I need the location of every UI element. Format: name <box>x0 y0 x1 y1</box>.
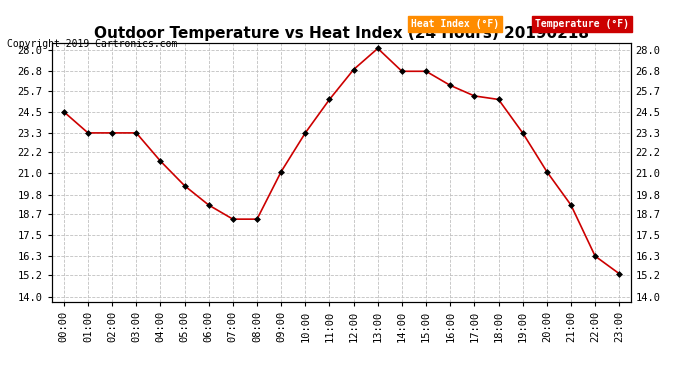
Text: Heat Index (°F): Heat Index (°F) <box>411 20 499 29</box>
Text: Temperature (°F): Temperature (°F) <box>535 20 629 29</box>
Title: Outdoor Temperature vs Heat Index (24 Hours) 20190218: Outdoor Temperature vs Heat Index (24 Ho… <box>94 26 589 40</box>
Text: Copyright 2019 Cartronics.com: Copyright 2019 Cartronics.com <box>7 39 177 50</box>
